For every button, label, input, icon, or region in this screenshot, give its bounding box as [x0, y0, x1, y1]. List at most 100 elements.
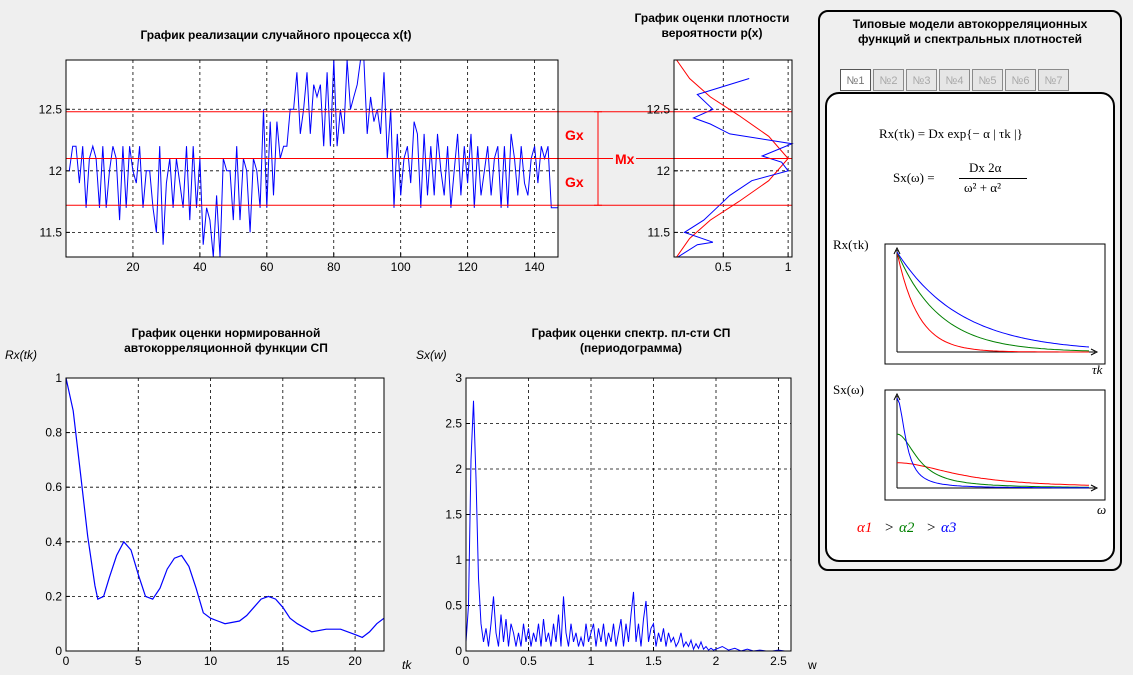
- sx-model-frame: [884, 389, 1106, 501]
- models-panel: Типовые модели автокорреляционных функци…: [818, 10, 1122, 571]
- psd-x-label: w: [808, 658, 817, 672]
- formula-rx: Rx(τk) = Dx exp{− α | τk |}: [879, 126, 1023, 141]
- psd-ytick-label: 1.5: [445, 508, 462, 522]
- rx-model-x-arrow: [1090, 348, 1099, 356]
- realization-xtick-label: 120: [458, 260, 478, 274]
- acf-frame: [65, 377, 385, 652]
- density-xtick-label: 1: [785, 260, 792, 274]
- psd-title-line1: График оценки спектр. пл-сти СП: [531, 326, 731, 340]
- tab-model-5[interactable]: №5: [972, 69, 1003, 91]
- gt-sign-2: >: [927, 520, 936, 536]
- acf-plot-area: [66, 378, 384, 651]
- realization-line: [68, 59, 558, 258]
- acf-title-line1: График оценки нормированной: [131, 326, 321, 340]
- gt-sign-1: >: [885, 520, 894, 536]
- formula-sx-den: ω² + α²: [964, 180, 1001, 195]
- acf-ytick-label: 0.4: [45, 535, 62, 549]
- sx-model-x-label: ω: [1097, 502, 1107, 517]
- acf-ytick-label: 1: [55, 371, 62, 385]
- rx-model-curve-blue: [896, 251, 1090, 348]
- density-ytick-label: 12.5: [647, 102, 671, 116]
- acf-xtick-label: 10: [204, 654, 218, 668]
- realization-xtick-label: 40: [193, 260, 207, 274]
- realization-xtick-label: 80: [327, 260, 341, 274]
- realization-xtick-label: 20: [126, 260, 140, 274]
- panel-title-line2: функций и спектральных плотностей: [857, 32, 1083, 46]
- psd-ytick-label: 2.5: [445, 417, 462, 431]
- realization-title: График реализации случайного процесса x(…: [140, 28, 412, 42]
- realization-xtick-label: 140: [525, 260, 545, 274]
- tab-model-2[interactable]: №2: [873, 69, 904, 91]
- realization-xtick-label: 100: [391, 260, 411, 274]
- psd-xtick-label: 0: [463, 654, 470, 668]
- formula-sx-bar: [959, 178, 1027, 179]
- tab-model-7[interactable]: №7: [1038, 69, 1069, 91]
- realization-ytick-label: 11.5: [40, 225, 63, 239]
- acf-ytick-label: 0: [55, 644, 62, 658]
- psd-ytick-label: 3: [455, 371, 462, 385]
- panel-title-line1: Типовые модели автокорреляционных: [852, 17, 1088, 31]
- psd-xtick-label: 2.5: [770, 654, 787, 668]
- formula-sx-num: Dx 2α: [969, 160, 1002, 175]
- acf-ytick-label: 0.8: [45, 426, 62, 440]
- tab-model-4[interactable]: №4: [939, 69, 970, 91]
- sx-model-axis-label: Sx(ω): [833, 382, 864, 397]
- alpha2-label: α2: [899, 520, 915, 536]
- model-charts: [884, 243, 1106, 501]
- acf-ytick-label: 0.6: [45, 480, 62, 494]
- sx-model-curve-blue: [896, 397, 1089, 489]
- panel-title: Типовые модели автокорреляционных функци…: [820, 17, 1120, 47]
- tab-model-6[interactable]: №6: [1005, 69, 1036, 91]
- psd-title-line2: (периодограмма): [579, 341, 682, 355]
- density-title: График оценки плотности вероятности p(x): [607, 11, 817, 41]
- realization-frame: [65, 59, 559, 258]
- density-title-line2: вероятности p(x): [661, 26, 763, 40]
- realization-ytick-label: 12.5: [39, 102, 63, 116]
- psd-ytick-label: 1: [455, 553, 462, 567]
- acf-title-line2: автокорреляционной функции СП: [124, 341, 328, 355]
- psd-ytick-label: 0: [455, 644, 462, 658]
- density-ytick-label: 12: [657, 164, 671, 178]
- acf-xtick-label: 0: [63, 654, 70, 668]
- psd-xtick-label: 1: [588, 654, 595, 668]
- mx-label: Mx: [613, 151, 637, 167]
- psd-y-label: Sx(w): [416, 348, 447, 362]
- psd-line: [465, 400, 791, 652]
- psd-ytick-label: 0.5: [445, 599, 462, 613]
- sx-model-curve-green: [896, 433, 1089, 488]
- sx-model-y-arrow: [893, 392, 901, 401]
- psd-xtick-label: 2: [713, 654, 720, 668]
- density-ytick-label: 11.5: [648, 225, 671, 239]
- acf-ytick-label: 0.2: [45, 589, 62, 603]
- psd-title: График оценки спектр. пл-сти СП (периодо…: [466, 326, 796, 356]
- rx-model-x-label: τk: [1092, 362, 1103, 377]
- acf-xtick-label: 5: [135, 654, 142, 668]
- psd-ytick-label: 2: [455, 462, 462, 476]
- alpha1-label: α1: [857, 520, 873, 536]
- psd-xtick-label: 0.5: [520, 654, 537, 668]
- acf-xtick-label: 15: [276, 654, 290, 668]
- acf-x-label: tk: [402, 658, 412, 672]
- acf-xtick-label: 20: [348, 654, 362, 668]
- alpha3-label: α3: [941, 520, 957, 536]
- rx-model-frame: [884, 243, 1106, 365]
- formula-sx-left: Sx(ω) =: [893, 170, 935, 185]
- tab-model-1[interactable]: №1: [840, 69, 871, 91]
- tab-model-3[interactable]: №3: [906, 69, 937, 91]
- realization-ytick-label: 12: [49, 164, 63, 178]
- realization-xtick-label: 60: [260, 260, 274, 274]
- psd-frame: [465, 377, 792, 652]
- density-title-line1: График оценки плотности: [634, 11, 790, 25]
- model-content: Rx(τk) = Dx exp{− α | τk |} Sx(ω) = Dx 2…: [825, 92, 1115, 562]
- gx-bottom-label: Gx: [565, 174, 584, 190]
- acf-y-label: Rx(tk): [5, 348, 37, 362]
- sx-model-curve-red: [897, 462, 1089, 486]
- rx-model-curve-red: [896, 251, 1089, 353]
- rx-model-axis-label: Rx(τk): [833, 237, 869, 252]
- density-xtick-label: 0.5: [715, 260, 732, 274]
- psd-xtick-label: 1.5: [645, 654, 662, 668]
- acf-title: График оценки нормированной автокорреляц…: [66, 326, 386, 356]
- acf-line: [65, 377, 385, 639]
- rx-model-curve-green: [896, 251, 1090, 352]
